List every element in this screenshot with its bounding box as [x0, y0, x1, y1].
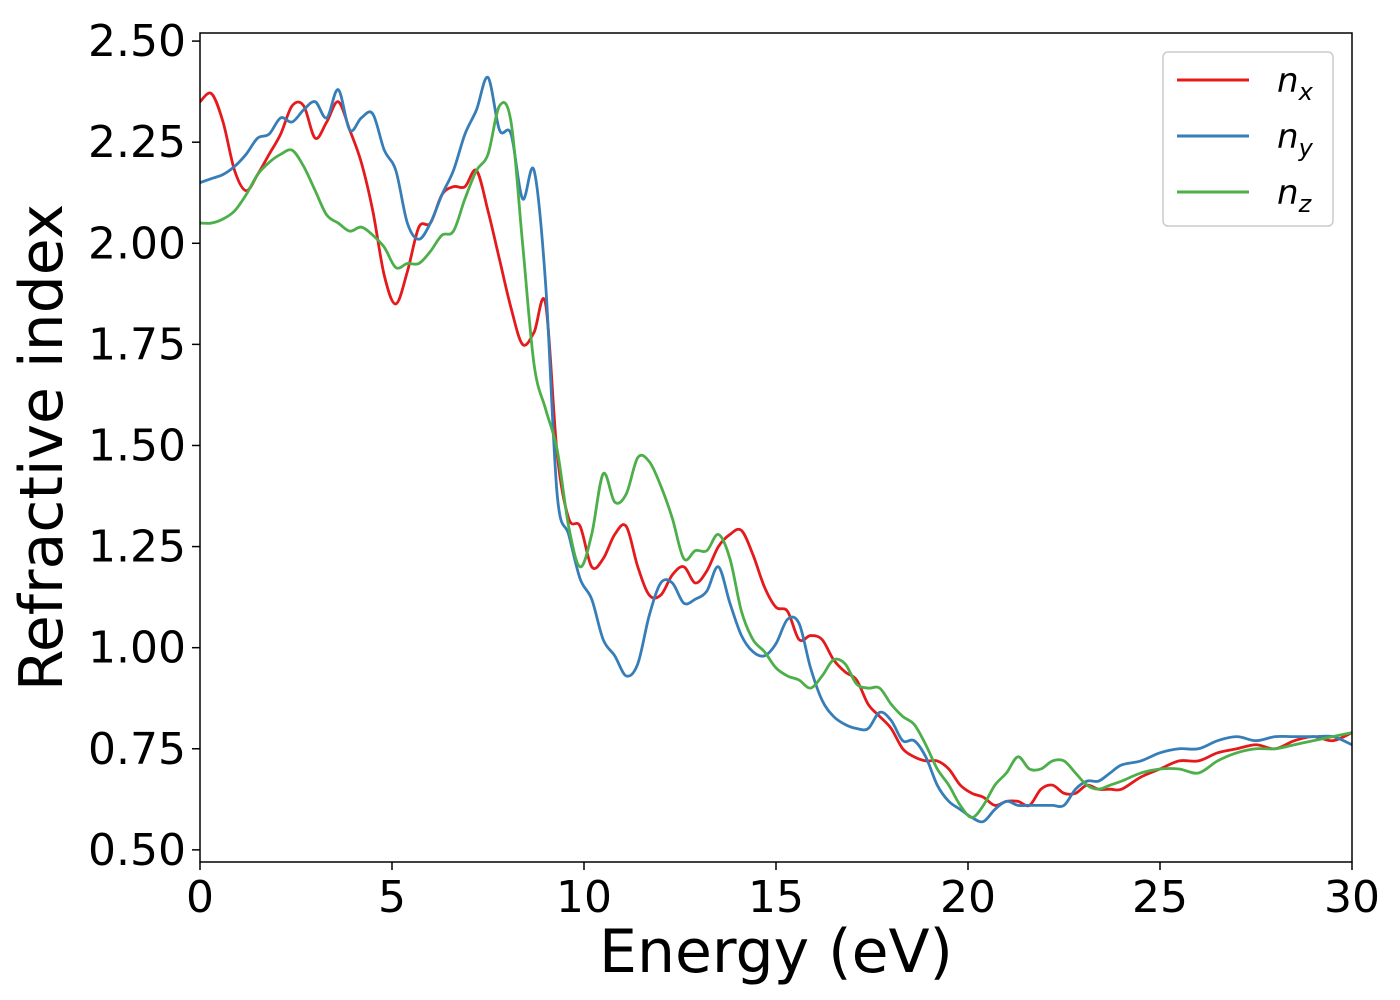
legend-label-x: nx [1277, 61, 1314, 106]
y-tick-label: 1.50 [88, 420, 186, 471]
y-axis-label: Refractive index [7, 204, 77, 691]
x-tick-label: 5 [378, 872, 406, 923]
legend: nx ny nz [1162, 51, 1334, 227]
y-tick-label: 2.25 [88, 117, 186, 168]
x-tick-label: 25 [1132, 872, 1188, 923]
series-line-z [200, 101, 1352, 819]
x-tick-label: 0 [186, 872, 214, 923]
legend-label-y: ny [1277, 117, 1314, 162]
y-tick-label: 0.50 [88, 825, 186, 876]
x-tick-label: 10 [556, 872, 612, 923]
x-axis-label: Energy (eV) [599, 917, 953, 987]
axes-layer: 0 5 10 15 20 25 30 0.50 0.75 1.00 1.25 1.50 1.75 2.00… [88, 16, 1380, 923]
y-tick-label: 2.50 [88, 16, 186, 67]
y-tick-label: 0.75 [88, 724, 186, 775]
x-tick-label: 15 [748, 872, 804, 923]
legend-box [1162, 51, 1334, 227]
x-tick-label: 30 [1324, 872, 1380, 923]
x-tick-label: 20 [940, 872, 996, 923]
y-tick-label: 2.00 [88, 218, 186, 269]
y-tick-label: 1.25 [88, 522, 186, 573]
y-tick-label: 1.00 [88, 623, 186, 674]
series-line-y [200, 76, 1352, 824]
series-layer [200, 76, 1352, 824]
legend-label-z: nz [1277, 173, 1313, 218]
y-tick-label: 1.75 [88, 319, 186, 370]
